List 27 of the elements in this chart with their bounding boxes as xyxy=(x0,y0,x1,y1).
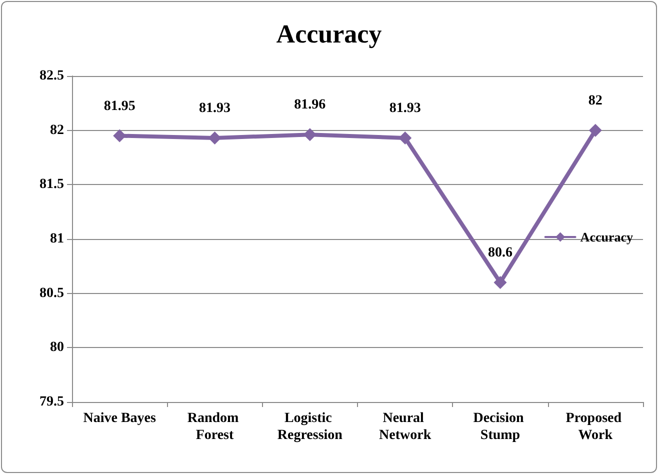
data-label: 82 xyxy=(588,93,602,108)
x-tick-label: Neural Network xyxy=(379,411,432,443)
point xyxy=(588,124,602,137)
legend-label: Accuracy xyxy=(580,230,634,244)
x-tick-label: Logistic Regression xyxy=(277,411,343,443)
x-tick-label: Random Forest xyxy=(187,411,242,443)
y-tick-label: 81.5 xyxy=(40,177,64,192)
y-tick-label: 80.5 xyxy=(40,286,64,301)
data-label: 81.96 xyxy=(294,98,326,113)
data-label: 81.95 xyxy=(104,98,136,114)
x-tick-label: Proposed Work xyxy=(566,411,626,443)
point xyxy=(303,128,316,142)
y-tick-label: 79.5 xyxy=(40,394,64,410)
data-label: 81.93 xyxy=(199,100,230,116)
point xyxy=(494,276,507,289)
y-tick-label: 80 xyxy=(50,340,64,356)
x-tick-label: Naive Bayes xyxy=(83,411,156,426)
y-tick-label: 81 xyxy=(50,232,64,246)
y-tick-label: 82.5 xyxy=(40,68,64,84)
data-label: 81.93 xyxy=(389,100,421,116)
point xyxy=(208,131,222,144)
y-tick-label: 82 xyxy=(50,122,64,138)
point xyxy=(113,129,126,142)
data-label: 80.6 xyxy=(488,245,512,260)
chart-title: Accuracy xyxy=(276,20,382,48)
point xyxy=(398,131,412,144)
x-tick-label: Decision Stump xyxy=(473,411,528,443)
